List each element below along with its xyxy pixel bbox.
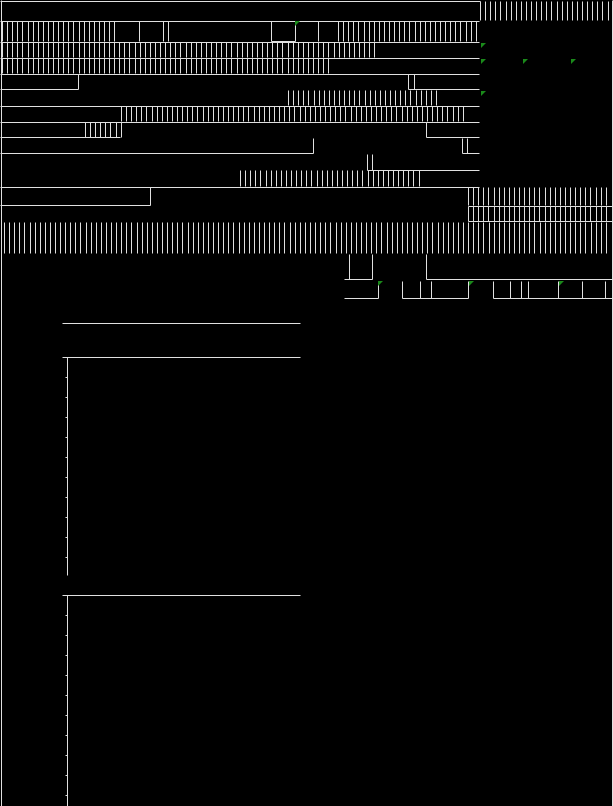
error-indicator-icon[interactable] [295,21,300,26]
error-indicator-icon[interactable] [481,59,486,64]
error-indicator-icon[interactable] [481,91,486,96]
error-indicator-icon[interactable] [571,59,576,64]
error-indicator-icon[interactable] [523,59,528,64]
error-indicator-icon[interactable] [559,281,564,286]
error-indicator-icon[interactable] [469,281,474,286]
error-indicator-icon[interactable] [481,43,486,48]
error-indicator-icon[interactable] [378,281,383,286]
